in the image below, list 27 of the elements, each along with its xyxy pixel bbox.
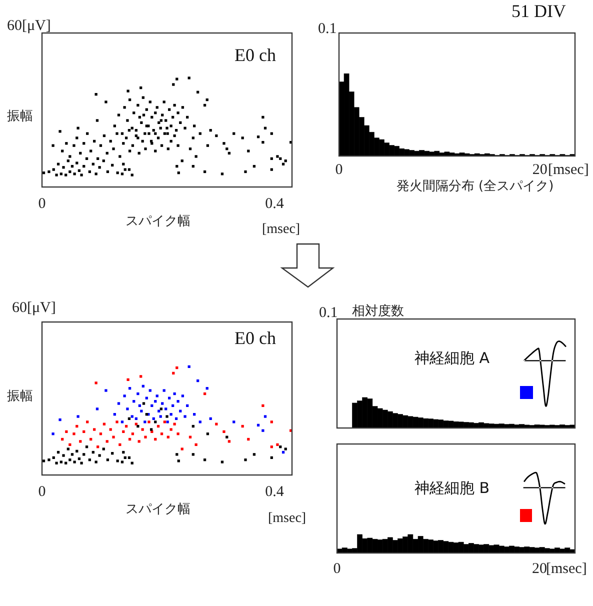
text: [msec] [262, 222, 300, 237]
x-tick-label: 20 [532, 162, 548, 178]
x-tick-label: 0.4 [265, 196, 284, 212]
text: 60[μV] [12, 300, 56, 316]
x-tick-label: 20 [532, 561, 548, 577]
chart-title: 51 DIV [512, 1, 566, 21]
x-tick-label: 0 [38, 484, 46, 500]
text: 0.1 [319, 305, 338, 321]
y-axis-title: 振幅 [7, 109, 33, 124]
x-tick-label: 0 [335, 162, 343, 178]
text: [msec] [546, 561, 587, 577]
x-tick-label: 0 [38, 196, 46, 212]
text: [msec] [268, 511, 306, 526]
y-axis-title: 振幅 [7, 389, 33, 404]
chart-title: E0 ch [234, 45, 276, 65]
chart-title: 神経細胞 B [414, 479, 490, 497]
chart-title: E0 ch [234, 328, 276, 348]
text: 60[μV] [7, 18, 51, 34]
x-axis-title: スパイク幅 [126, 214, 190, 229]
x-tick-label: 0.4 [265, 484, 284, 500]
x-axis-title: 発火間隔分布 (全スパイク) [396, 179, 554, 194]
y-axis-title: 相対度数 [352, 303, 404, 319]
x-axis-title: スパイク幅 [126, 502, 190, 517]
text: 0.1 [318, 21, 337, 37]
text: [msec] [548, 162, 589, 178]
chart-title: 神経細胞 A [414, 349, 490, 367]
x-tick-label: 0 [333, 561, 341, 577]
